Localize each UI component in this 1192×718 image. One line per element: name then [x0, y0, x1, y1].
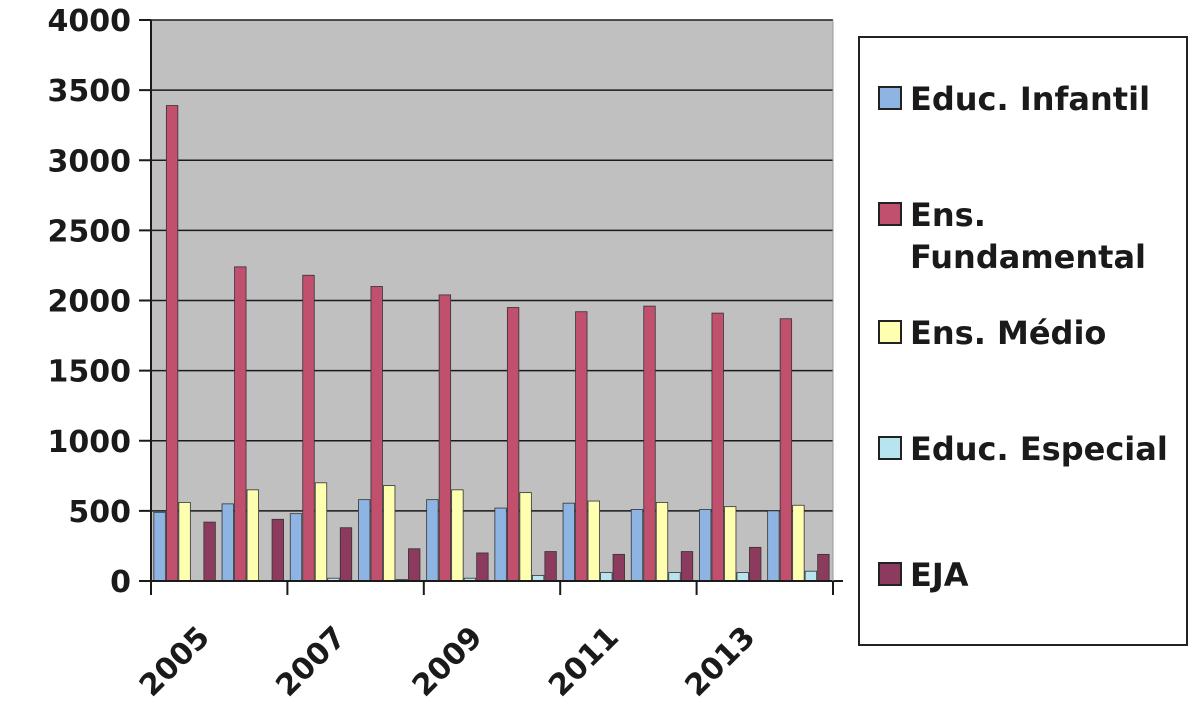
legend-label: Educ. Infantil	[910, 80, 1151, 118]
legend-item-ens-fundamental: Ens. Fundamental	[878, 194, 1180, 278]
bar	[246, 489, 259, 582]
y-tick-labels: 0 500 1000 1500 2000 2500 3000 3500 4000	[48, 4, 132, 600]
bar	[426, 499, 439, 582]
legend-label: EJA	[910, 556, 969, 594]
bar	[302, 274, 315, 582]
bar	[804, 570, 818, 582]
x-tick-label: 2007	[269, 620, 353, 704]
legend-item-ens-medio: Ens. Médio	[878, 312, 1180, 354]
bar	[494, 507, 507, 582]
bar	[358, 499, 371, 582]
bar	[612, 553, 625, 582]
bar	[817, 553, 830, 582]
bar	[711, 312, 724, 582]
legend-item-educ-especial: Educ. Especial	[878, 428, 1180, 470]
y-tick-label: 3000	[48, 144, 132, 179]
legend-swatch	[878, 320, 902, 344]
bar	[153, 511, 166, 582]
y-tick-label: 0	[110, 565, 131, 600]
bar	[724, 506, 737, 582]
bar	[680, 551, 694, 582]
x-tick-label: 2011	[542, 620, 626, 704]
y-tick-label: 1500	[48, 355, 132, 390]
x-tick-labels: 2005 2007 2009 2011 2013	[133, 620, 762, 704]
y-tick-label: 2500	[48, 214, 132, 249]
bar	[203, 521, 216, 582]
axes	[139, 19, 843, 595]
bar	[600, 572, 613, 582]
bar	[408, 548, 421, 582]
bar	[736, 572, 749, 582]
bar	[165, 105, 179, 582]
bar	[271, 518, 284, 582]
bar	[289, 513, 303, 582]
bar	[178, 502, 191, 582]
x-tick-label: 2013	[679, 620, 763, 704]
bar	[779, 318, 793, 582]
x-tick-label: 2005	[133, 620, 217, 704]
bar	[314, 482, 328, 582]
y-tick-label: 4000	[48, 4, 132, 39]
bar	[519, 492, 532, 582]
bar	[699, 509, 712, 582]
legend-label: Ens. Fundamental	[910, 196, 1147, 276]
bar	[655, 502, 669, 582]
legend-label: Educ. Especial	[910, 430, 1168, 468]
legend-item-educ-infantil: Educ. Infantil	[878, 78, 1180, 120]
bar	[792, 504, 805, 582]
bar	[339, 527, 353, 582]
bar	[630, 509, 644, 582]
legend-swatch	[878, 86, 902, 110]
y-tick-label: 2000	[48, 285, 132, 320]
bar	[668, 572, 681, 582]
bars	[153, 105, 830, 582]
grid-lines	[151, 19, 833, 512]
legend-swatch	[878, 436, 902, 460]
bar	[587, 500, 600, 582]
bar	[544, 551, 557, 582]
legend: Educ. Infantil Ens. Fundamental Ens. Méd…	[858, 36, 1188, 646]
bar	[643, 305, 656, 582]
y-tick-label: 500	[68, 495, 131, 530]
bar	[221, 503, 234, 582]
legend-swatch	[878, 202, 902, 226]
bar	[575, 311, 588, 582]
bar	[506, 307, 520, 582]
legend-label: Ens. Médio	[910, 314, 1107, 352]
y-tick-label: 1000	[48, 425, 132, 460]
bar	[383, 485, 396, 582]
bar	[749, 546, 762, 582]
bar	[562, 502, 575, 582]
legend-item-eja: EJA	[878, 554, 1180, 596]
bar	[767, 510, 780, 582]
bar	[234, 266, 247, 582]
bar	[476, 552, 489, 582]
y-tick-label: 3500	[48, 74, 132, 109]
bar	[370, 286, 383, 582]
bar	[451, 489, 464, 582]
legend-swatch	[878, 562, 902, 586]
x-tick-label: 2009	[406, 620, 490, 704]
bar	[438, 294, 452, 582]
